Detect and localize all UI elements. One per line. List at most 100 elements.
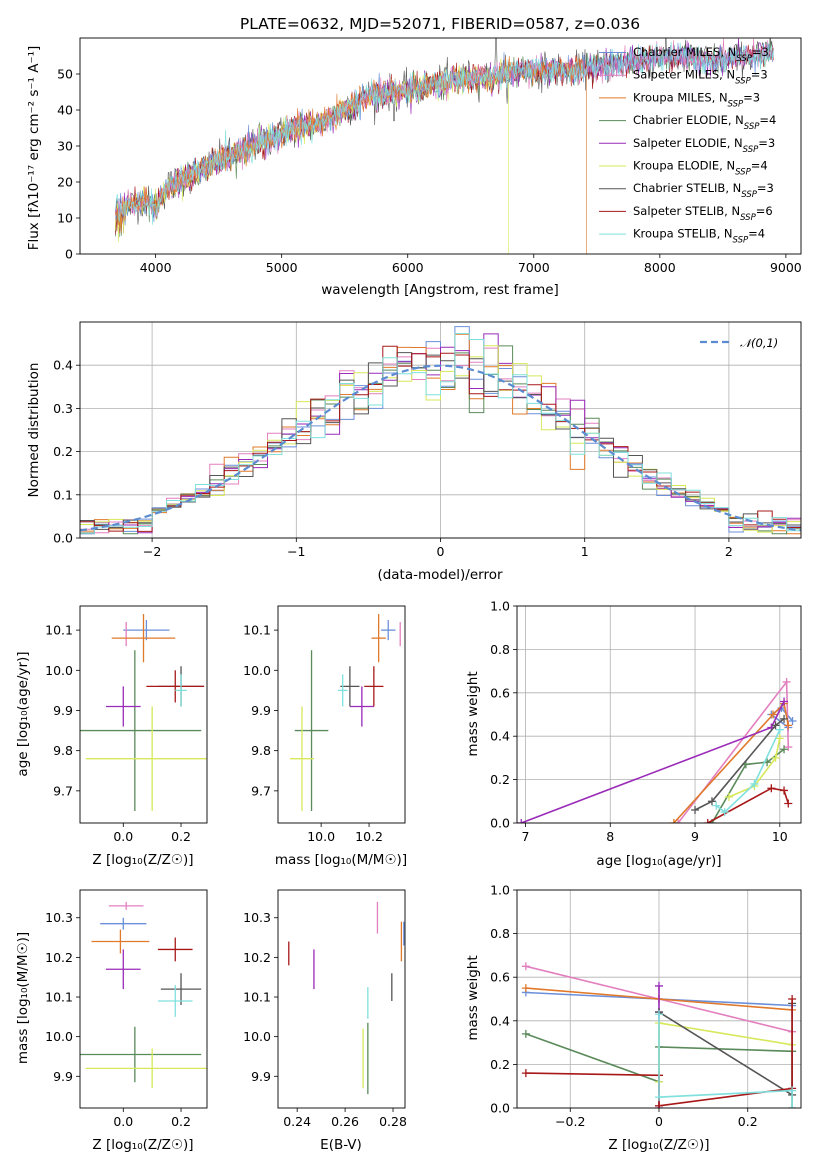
mass-vs-EBV-xtick-label: 0.24 <box>283 1114 311 1129</box>
wAge-xlabel: age [log₁₀(age/yr)] <box>596 853 721 869</box>
weight-vs-age-frame <box>516 605 802 824</box>
residuals-xtick-label: 1 <box>581 544 589 559</box>
spectrum-xtick-label: 9000 <box>770 260 802 275</box>
spectrum-frame <box>79 37 802 255</box>
residuals-ytick-label: 0.3 <box>53 401 73 416</box>
weight-vs-Z-ytick-label: 0.2 <box>490 1057 510 1072</box>
wZ-ylabel: mass weight <box>465 955 481 1040</box>
mass-vs-Z-ytick-label: 10.3 <box>45 910 73 925</box>
massEBV-xlabel: E(B-V) <box>320 1137 362 1153</box>
legend-nssp: =4 <box>748 227 765 241</box>
wAge-ylabel: mass weight <box>465 671 481 756</box>
spectrum-ytick-label: 30 <box>57 139 73 154</box>
weight-vs-age-marker-chabrier-stelib <box>707 797 716 806</box>
spectrum-xtick-label: 6000 <box>392 260 424 275</box>
weight-vs-age-ytick-label: 0.4 <box>490 729 510 744</box>
residuals-xtick-label: 2 <box>725 544 733 559</box>
mass-vs-EBV-xtick-label: 0.26 <box>331 1114 359 1129</box>
age-vs-Z-clipped <box>80 614 207 811</box>
weight-vs-age-marker-salpeter-stelib <box>703 819 712 823</box>
spectrum-xtick-label: 4000 <box>140 260 172 275</box>
massZ-ylabel: mass [log₁₀(M/M☉)] <box>15 932 31 1064</box>
age-vs-mass-frame <box>277 605 406 824</box>
weight-vs-Z-marker-salpeter-stelib <box>655 1101 663 1108</box>
weight-vs-age-ytick-label: 0.8 <box>490 642 510 657</box>
residuals-xtick-label: −1 <box>287 544 305 559</box>
figure-title: PLATE=0632, MJD=52071, FIBERID=0587, z=0… <box>240 15 640 33</box>
residuals-frame <box>79 321 802 539</box>
age-vs-mass-xtick-label: 10.2 <box>355 829 383 844</box>
spectrum-ytick-label: 10 <box>57 211 73 226</box>
residuals-ytick-label: 0.0 <box>53 531 73 546</box>
weight-vs-Z-ytick-label: 0.8 <box>490 926 510 941</box>
ageZ-ylabel: age [log₁₀(age/yr)] <box>15 651 31 776</box>
spectrum-xtick-label: 5000 <box>266 260 298 275</box>
weight-vs-age-line-chabrier-stelib <box>694 718 785 811</box>
weight-vs-age-marker-salpeter-stelib <box>784 799 793 808</box>
panel-mass-vs-Z: Z [log₁₀(Z/Z☉)] mass [log₁₀(M/M☉)] 0.0 0.… <box>15 889 208 1153</box>
weight-vs-age-marker-chabrier-elodie <box>780 745 789 754</box>
massEBV-plot: 0.24 0.26 0.28 9.9 10.0 10.1 10.2 10.3 <box>243 889 407 1129</box>
massZ-plot: 0.0 0.2 9.9 10.0 10.1 10.2 10.3 <box>45 889 208 1129</box>
mass-vs-EBV-ytick-label: 10.0 <box>243 1029 271 1044</box>
age-vs-Z-ytick-label: 9.8 <box>53 743 73 758</box>
spectrum-ylabel: Flux [fλ10⁻¹⁷ erg cm⁻² s⁻¹ A⁻¹] <box>26 46 42 251</box>
weight-vs-age-marker-salpeter-miles <box>784 743 793 752</box>
weight-vs-age-ytick-label: 0.0 <box>490 816 510 831</box>
weight-vs-Z-marker-kroupa-miles <box>521 984 530 993</box>
residuals-ylabel: Normed distribution <box>26 363 42 498</box>
mass-vs-Z-ytick-label: 10.1 <box>45 990 73 1005</box>
legend-subscript: SSP <box>741 190 757 200</box>
panel-residuals: (data-model)/error Normed distribution −… <box>26 321 802 583</box>
weight-vs-Z-ytick-label: 0.4 <box>490 1013 510 1028</box>
legend-nssp: =6 <box>756 204 773 218</box>
weight-vs-Z-marker-kroupa-stelib <box>788 1086 797 1095</box>
weight-vs-age-marker-salpeter-elodie <box>517 819 526 823</box>
mass-vs-Z-clipped <box>80 901 207 1089</box>
weight-vs-age-marker-kroupa-elodie <box>775 734 784 743</box>
spectrum-series-kroupa-stelib <box>115 41 774 225</box>
spectrum-ytick-label: 50 <box>57 67 73 82</box>
residuals-gaussian <box>80 364 801 532</box>
panel-mass-vs-EBV: E(B-V) 0.24 0.26 0.28 9.9 10.0 10.1 10.2 10.3 <box>243 889 407 1153</box>
mass-vs-EBV-xtick-label: 0.28 <box>379 1114 407 1129</box>
mass-vs-Z-xtick-label: 0.2 <box>171 1114 191 1129</box>
age-vs-mass-ytick-label: 9.8 <box>251 743 271 758</box>
residuals-legend-label: 𝒩(0,1) <box>740 336 778 350</box>
weight-vs-age-marker-kroupa-stelib <box>712 801 721 810</box>
age-vs-mass-xtick-label: 10.0 <box>307 829 335 844</box>
legend-nssp: =4 <box>759 113 776 127</box>
residuals-ytick-label: 0.4 <box>53 358 73 373</box>
residuals-hist-kroupa-stelib <box>80 333 801 535</box>
weight-vs-age-marker-chabrier-stelib <box>691 805 700 814</box>
weight-vs-age-clipped <box>517 677 797 823</box>
weight-vs-Z-marker-salpeter-elodie <box>655 981 663 990</box>
weight-vs-Z-xtick-label: −0.2 <box>555 1114 585 1129</box>
legend-nssp: =3 <box>758 136 775 150</box>
weight-vs-age-line-kroupa-elodie <box>728 738 781 798</box>
weight-vs-age-marker-chabrier-stelib <box>771 721 780 730</box>
age-vs-Z-xtick-label: 0.0 <box>113 829 133 844</box>
weight-vs-age-xtick-label: 7 <box>522 829 530 844</box>
panel-age-vs-Z: Z [log₁₀(Z/Z☉)] age [log₁₀(age/yr)] 0.0 0… <box>15 605 208 868</box>
weight-vs-Z-ytick-label: 0.0 <box>490 1101 510 1116</box>
legend-subscript: SSP <box>736 54 752 64</box>
mass-vs-EBV-ytick-label: 9.9 <box>251 1069 271 1084</box>
spectrum-series-kroupa-miles <box>115 56 587 254</box>
spectrum-xlabel: wavelength [Angstrom, rest frame] <box>321 282 559 298</box>
age-vs-mass-ytick-label: 9.7 <box>251 783 271 798</box>
residuals-ytick-label: 0.1 <box>53 487 73 502</box>
weight-vs-age-marker-kroupa-stelib <box>750 779 759 788</box>
weight-vs-Z-line-kroupa-stelib <box>658 1014 793 1108</box>
weight-vs-age-xtick-label: 10 <box>772 829 788 844</box>
residuals-ytick-label: 0.2 <box>53 444 73 459</box>
spectrum-ytick-label: 40 <box>57 103 73 118</box>
panel-weight-vs-age: age [log₁₀(age/yr)] mass weight 7 8 9 10 0.0… <box>465 599 802 869</box>
weight-vs-age-marker-kroupa-miles <box>769 710 778 719</box>
wAge-plot: 7 8 9 10 0.0 0.2 0.4 0.6 0.8 1.0 <box>490 599 802 844</box>
weight-vs-Z-marker-kroupa-stelib <box>655 1093 663 1102</box>
weight-vs-age-ytick-label: 0.2 <box>490 772 510 787</box>
legend-nssp: =3 <box>757 181 774 195</box>
panel-weight-vs-Z: Z [log₁₀(Z/Z☉)] mass weight −0.2 0 0.2 0.0 0… <box>465 883 802 1153</box>
